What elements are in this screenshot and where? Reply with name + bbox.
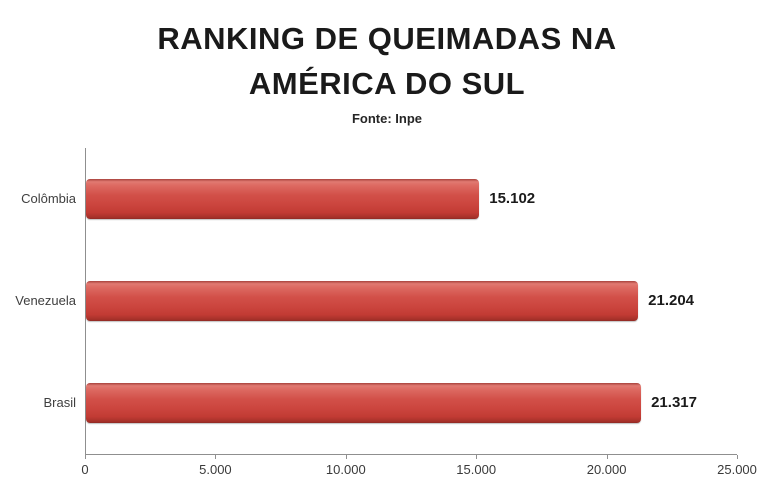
bar-chart: Colômbia 15.102 Venezuela 21.204 Brasil …: [0, 148, 774, 478]
chart-subtitle: Fonte: Inpe: [351, 111, 423, 126]
x-axis-tick: [606, 455, 608, 459]
x-axis-tick-label: 0: [81, 462, 89, 477]
value-label-venezuela: 21.204: [648, 292, 695, 310]
value-label-brasil: 21.317: [651, 394, 697, 412]
x-axis-tick: [345, 455, 347, 459]
bar-row-brasil: Brasil 21.317: [43, 352, 737, 454]
x-axis-tick-label: 15.000: [456, 462, 497, 477]
x-axis-tick-labels: 0 5.000 10.000 15.000 20.000 25.000: [81, 462, 757, 480]
x-axis-tick: [737, 455, 738, 459]
x-axis-tick-label: 10.000: [325, 462, 366, 477]
x-axis-tick: [85, 455, 86, 459]
category-label-colombia: Colômbia: [21, 191, 76, 207]
chart-title: RANKING DE QUEIMADAS NA AMÉRICA DO SUL: [157, 21, 617, 101]
x-axis-tick-marks: [85, 455, 738, 460]
x-axis-tick-label: 5.000: [199, 462, 232, 477]
x-axis-tick-label: 20.000: [586, 462, 627, 477]
plot-area: Colômbia 15.102 Venezuela 21.204 Brasil …: [15, 148, 737, 455]
bar-venezuela: [86, 280, 639, 321]
value-label-colombia: 15.102: [489, 190, 536, 208]
x-axis-tick: [476, 455, 478, 459]
bar-row-colombia: Colômbia 15.102: [21, 148, 737, 250]
bar-colombia: [86, 178, 480, 219]
category-label-brasil: Brasil: [43, 395, 76, 411]
x-axis-tick-label: 25.000: [717, 462, 757, 477]
x-axis-tick: [215, 455, 217, 459]
bar-row-venezuela: Venezuela 21.204: [15, 250, 737, 352]
bar-brasil: [86, 382, 642, 423]
category-label-venezuela: Venezuela: [15, 293, 76, 309]
